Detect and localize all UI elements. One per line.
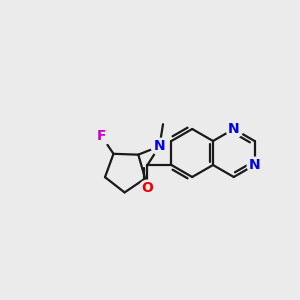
Text: N: N — [249, 158, 260, 172]
Text: N: N — [228, 122, 240, 136]
Text: N: N — [154, 139, 165, 153]
Text: O: O — [142, 181, 153, 195]
Text: F: F — [97, 129, 106, 143]
